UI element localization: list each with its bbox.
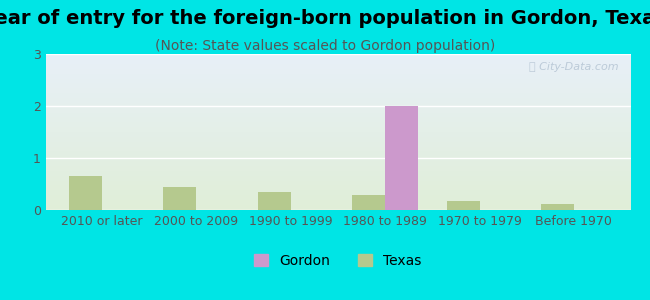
Text: Year of entry for the foreign-born population in Gordon, Texas: Year of entry for the foreign-born popul…	[0, 9, 650, 28]
Bar	[385, 106, 418, 210]
Bar	[541, 204, 574, 210]
Text: (Note: State values scaled to Gordon population): (Note: State values scaled to Gordon pop…	[155, 39, 495, 53]
Bar	[163, 187, 196, 210]
Text: ⓘ City-Data.com: ⓘ City-Data.com	[529, 62, 619, 72]
Bar	[447, 201, 480, 210]
Bar	[352, 195, 385, 210]
Bar	[258, 192, 291, 210]
Legend: Gordon, Texas: Gordon, Texas	[249, 248, 427, 273]
Bar	[69, 176, 102, 210]
